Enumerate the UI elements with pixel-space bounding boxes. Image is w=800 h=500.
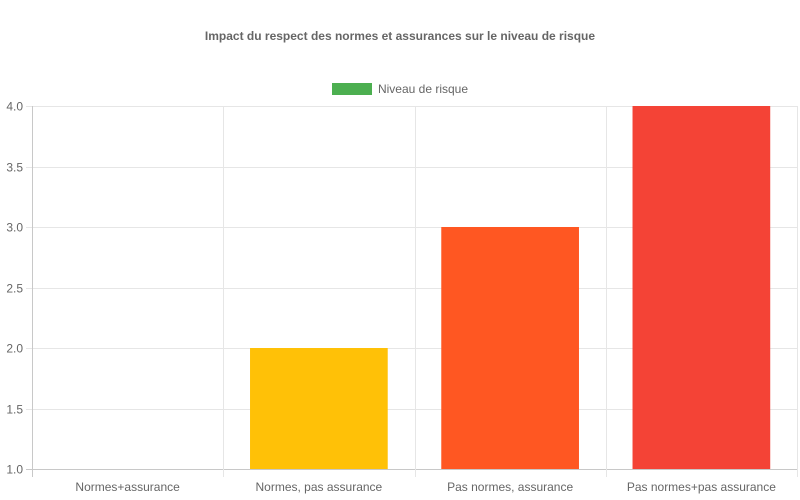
y-tick-label: 1.0 (6, 463, 23, 477)
x-tick-label: Pas normes, assurance (447, 480, 573, 494)
x-tick-label: Pas normes+pas assurance (627, 480, 776, 494)
chart-title: Impact du respect des normes et assuranc… (204, 29, 596, 43)
bar[interactable] (632, 106, 771, 469)
bar[interactable] (250, 348, 388, 469)
y-axis-labels: 4.0 3.5 3.0 2.5 2.0 1.5 1.0 (6, 100, 23, 477)
bar[interactable] (441, 227, 579, 469)
y-tick-label: 4.0 (6, 100, 23, 114)
legend: Niveau de risque (0, 82, 800, 96)
y-tick-label: 3.0 (6, 221, 23, 235)
legend-swatch[interactable] (331, 83, 372, 95)
gridlines (26, 106, 798, 477)
y-tick-label: 3.5 (6, 161, 23, 175)
x-tick-label: Normes, pas assurance (256, 480, 383, 494)
y-tick-label: 2.5 (6, 282, 23, 296)
x-axis-labels: Normes+assurance Normes, pas assurance Pas… (75, 480, 776, 494)
y-tick-label: 2.0 (6, 342, 23, 356)
legend-label: Niveau de risque (377, 82, 469, 96)
y-tick-label: 1.5 (6, 403, 23, 417)
bars (250, 106, 771, 469)
x-tick-label: Normes+assurance (75, 480, 180, 494)
